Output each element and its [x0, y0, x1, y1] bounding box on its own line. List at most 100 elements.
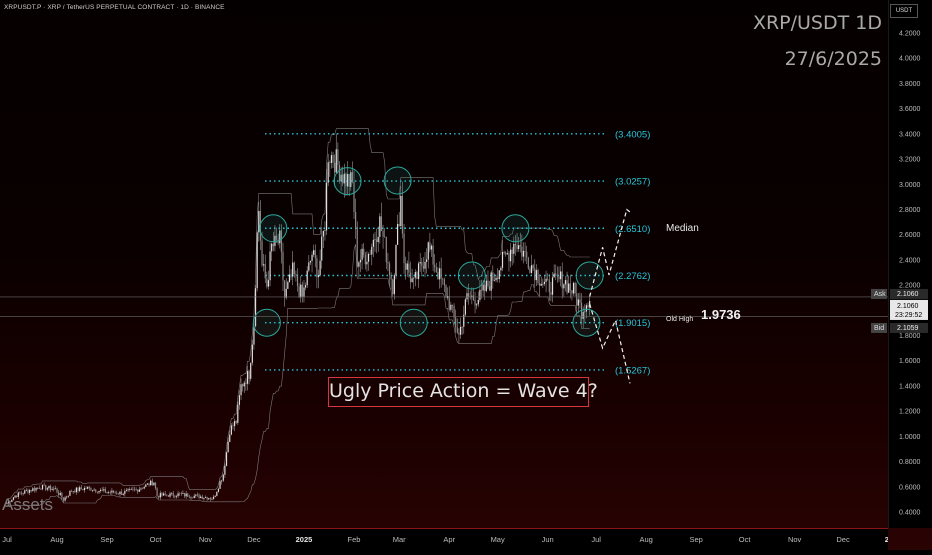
chart-title: XRP/USDT 1D [752, 12, 882, 34]
candle-body [309, 260, 312, 263]
candle-body [22, 493, 24, 495]
candle-body [130, 489, 132, 490]
time-tick-label: Oct [739, 535, 752, 544]
time-tick-label: Sep [689, 535, 702, 544]
candle-body [461, 326, 463, 328]
candle-body [472, 295, 475, 300]
ask-label: Ask [874, 291, 886, 298]
candle-body [432, 245, 434, 265]
candle-body [540, 283, 542, 286]
candle-body [471, 295, 473, 298]
candle-body [519, 245, 521, 247]
candle-body [190, 497, 192, 499]
price-tick-label: 4.0000 [899, 56, 921, 63]
candle-body [322, 231, 324, 237]
ask-label-box [871, 288, 887, 299]
candle-body [379, 216, 381, 237]
candle-body [90, 487, 92, 491]
candle-body [358, 262, 360, 267]
price-axis-labels: 4.2000 4.0000 3.8000 3.6000 3.4000 3.2000 3.00… [871, 31, 928, 517]
candle-body [106, 492, 108, 493]
price-plot[interactable]: (3.4005) (3.0257) (2.6510) (2.2762) (1.9015)… [0, 0, 888, 528]
time-tick-label: Feb [348, 535, 361, 544]
time-tick-label: Sep [100, 535, 113, 544]
candle-body [79, 487, 81, 491]
candle-body [261, 240, 263, 266]
candle-body [421, 262, 423, 266]
bull-projection [589, 208, 631, 297]
candle-body [64, 497, 66, 501]
candle-body [419, 262, 421, 264]
candle-body [87, 486, 89, 489]
touch-circle [399, 308, 428, 337]
candle-body [380, 216, 383, 231]
candle-body [225, 452, 228, 466]
candle-body [101, 489, 103, 491]
candle-body [343, 173, 345, 184]
candle-body [74, 491, 76, 493]
candle-body [274, 235, 276, 247]
candle-body [372, 239, 374, 247]
fib-levels: (3.4005) (3.0257) (2.6510) (2.2762) (1.9015)… [265, 129, 650, 376]
candle-body [141, 488, 144, 490]
candle-body [348, 174, 350, 187]
candle-body [75, 487, 78, 493]
time-axis[interactable]: Jul Aug Sep Oct Nov Dec 2025 Feb Mar Apr May Jun Jul… [0, 528, 901, 550]
candle-body [269, 251, 271, 281]
candle-body [82, 489, 84, 491]
candle-body [37, 487, 39, 489]
bid-price: 2.1059 [897, 325, 919, 332]
candle-body [98, 490, 100, 493]
price-tick-label: 1.6000 [899, 358, 921, 365]
candle-body [445, 285, 447, 298]
candle-body [327, 162, 329, 183]
candle-body [30, 490, 32, 491]
candle-body [342, 174, 344, 184]
candle-body [232, 425, 234, 427]
candle-body [179, 493, 181, 494]
candle-body [171, 492, 173, 494]
currency-badge[interactable]: USDT [890, 4, 918, 18]
candle-body [387, 262, 389, 264]
price-tick-label: 3.0000 [899, 182, 921, 189]
candle-body [534, 268, 536, 281]
old-high-value: 1.9736 [701, 307, 741, 322]
candle-body [248, 370, 250, 379]
candle-body [195, 494, 197, 496]
touch-circle [501, 214, 530, 243]
candle-body [56, 488, 58, 493]
candle-body [311, 254, 313, 261]
bid-label-box [871, 322, 887, 333]
candle-body [204, 497, 207, 498]
candle-body [529, 268, 531, 273]
candle-body [390, 275, 392, 280]
candle-body [45, 484, 47, 490]
candle-body [405, 263, 407, 270]
candle-body [537, 270, 539, 284]
candle-body [43, 484, 45, 486]
candle-body [526, 251, 528, 258]
price-axis[interactable]: 4.2000 4.0000 3.8000 3.6000 3.4000 3.2000 3.00… [871, 0, 932, 528]
candle-body [564, 280, 567, 285]
candle-body [251, 344, 253, 363]
candle-body [448, 296, 450, 310]
candle-body [156, 488, 158, 496]
candle-body [198, 494, 200, 499]
candle-body [88, 486, 90, 488]
candle-body [450, 304, 452, 310]
candle-body [258, 210, 260, 233]
candle-body [400, 195, 402, 226]
candle-body [395, 244, 397, 276]
candle-body [409, 272, 412, 283]
candle-body [120, 491, 123, 495]
last-price: 2.1060 [897, 303, 919, 310]
candle-body [569, 283, 571, 291]
candle-body [406, 263, 408, 270]
candle-body [561, 271, 563, 289]
candle-body [364, 254, 366, 265]
candle-body [493, 280, 496, 281]
candle-body [109, 492, 111, 493]
assets-watermark: Assets [2, 495, 54, 514]
upper-band [6, 128, 590, 501]
candle-body [466, 293, 468, 300]
